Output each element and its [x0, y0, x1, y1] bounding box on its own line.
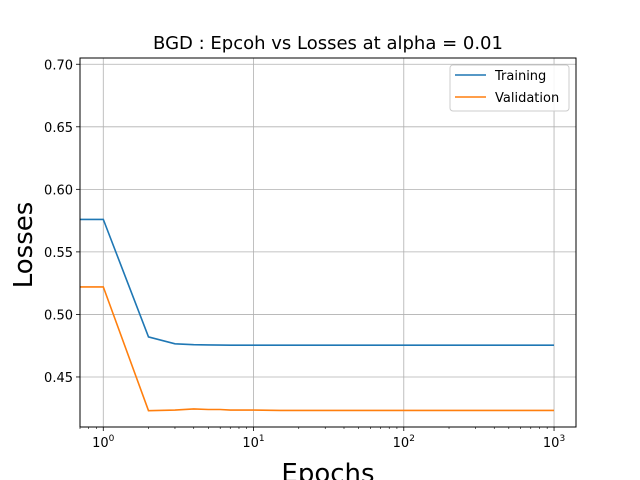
plot-frame	[79, 57, 577, 428]
series-line-training	[80, 218, 554, 347]
legend-label-validation: Validation	[495, 91, 559, 106]
ticks: 100 101 102 103 0.45 0.50 0.55 0.60 0.65 0.70	[44, 58, 565, 451]
y-tick-label: 0.60	[44, 183, 73, 198]
legend-box	[449, 64, 570, 112]
y-tick-label: 0.50	[44, 308, 73, 323]
y-tick-label: 0.70	[44, 58, 73, 73]
chart-title: BGD : Epcoh vs Losses at alpha = 0.01	[153, 33, 503, 54]
y-tick-label: 0.45	[44, 371, 73, 386]
x-tick-label: 102	[393, 434, 415, 451]
y-tick-label: 0.55	[44, 246, 73, 261]
x-axis-label: Epochs	[281, 459, 374, 480]
y-axis-label: Losses	[9, 202, 39, 289]
series-lines	[80, 218, 554, 412]
x-tick-label: 100	[92, 434, 115, 451]
x-tick-label: 103	[543, 434, 565, 451]
legend-label-training: Training	[494, 69, 546, 84]
grid	[80, 58, 576, 427]
y-tick-label: 0.65	[44, 121, 73, 136]
x-tick-label: 101	[242, 434, 264, 451]
legend: Training Validation	[449, 64, 570, 112]
series-line-validation	[80, 286, 554, 412]
